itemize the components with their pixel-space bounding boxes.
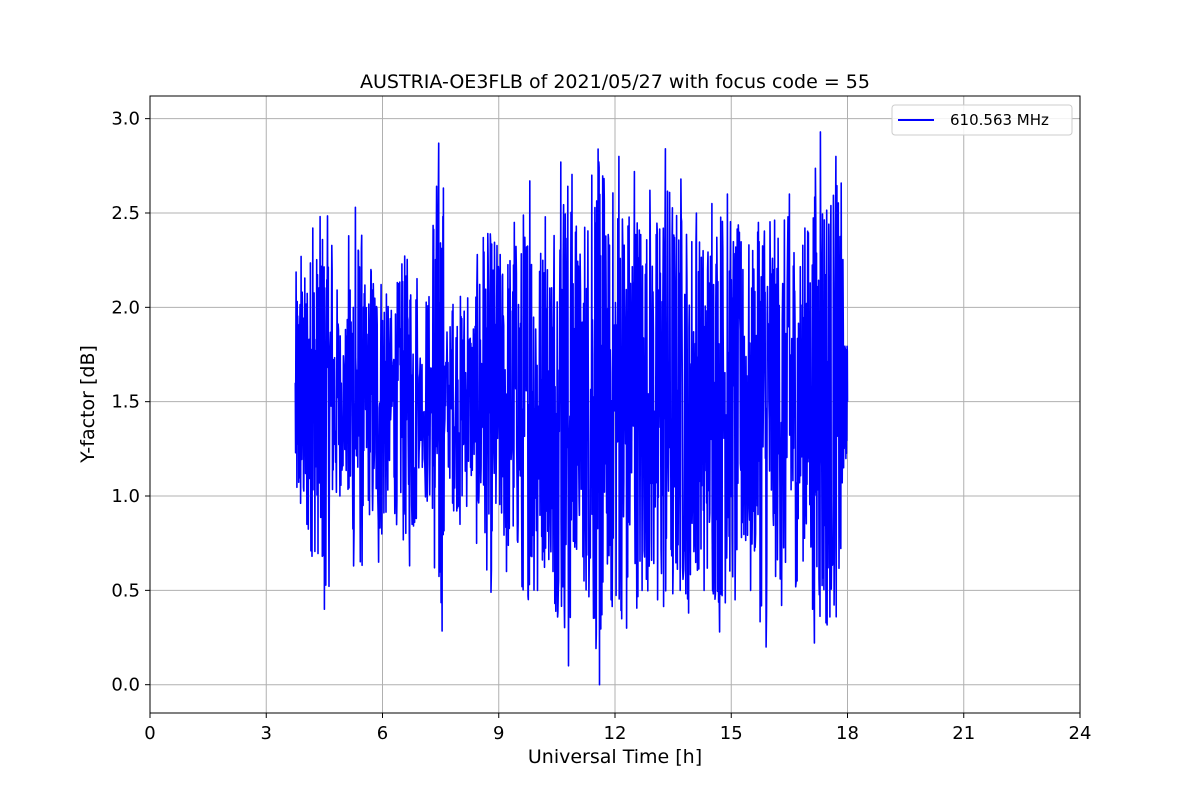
- legend-entry-label: 610.563 MHz: [950, 111, 1049, 129]
- series-layer: [294, 131, 849, 686]
- legend-box: [891, 104, 1073, 136]
- y-tick-label: 1.0: [111, 486, 140, 507]
- x-tick-label: 0: [144, 723, 155, 744]
- y-tick-label: 0.0: [111, 675, 140, 696]
- x-tick-label: 6: [377, 723, 388, 744]
- y-axis-label: Y-factor [dB]: [77, 345, 99, 464]
- x-tick-label: 3: [261, 723, 272, 744]
- chart-title: AUSTRIA-OE3FLB of 2021/05/27 with focus …: [360, 71, 870, 93]
- y-tick-label: 2.0: [111, 297, 140, 318]
- series-line: [294, 131, 849, 686]
- x-axis-label: Universal Time [h]: [528, 746, 702, 768]
- y-axis-ticks: 0.0 0.5 1.0 1.5 2.0 2.5 3.0: [111, 109, 150, 696]
- y-tick-label: 3.0: [111, 109, 140, 130]
- x-tick-label: 18: [836, 723, 859, 744]
- x-tick-label: 24: [1069, 723, 1092, 744]
- x-tick-label: 15: [720, 723, 743, 744]
- y-tick-label: 1.5: [111, 392, 140, 413]
- x-tick-label: 21: [952, 723, 975, 744]
- x-axis-ticks: 0 3 6 9 12 15 18 21 24: [144, 713, 1091, 744]
- legend: 610.563 MHz: [891, 104, 1073, 136]
- y-tick-label: 0.5: [111, 580, 140, 601]
- y-tick-label: 2.5: [111, 203, 140, 224]
- x-tick-label: 12: [604, 723, 627, 744]
- x-tick-label: 9: [493, 723, 504, 744]
